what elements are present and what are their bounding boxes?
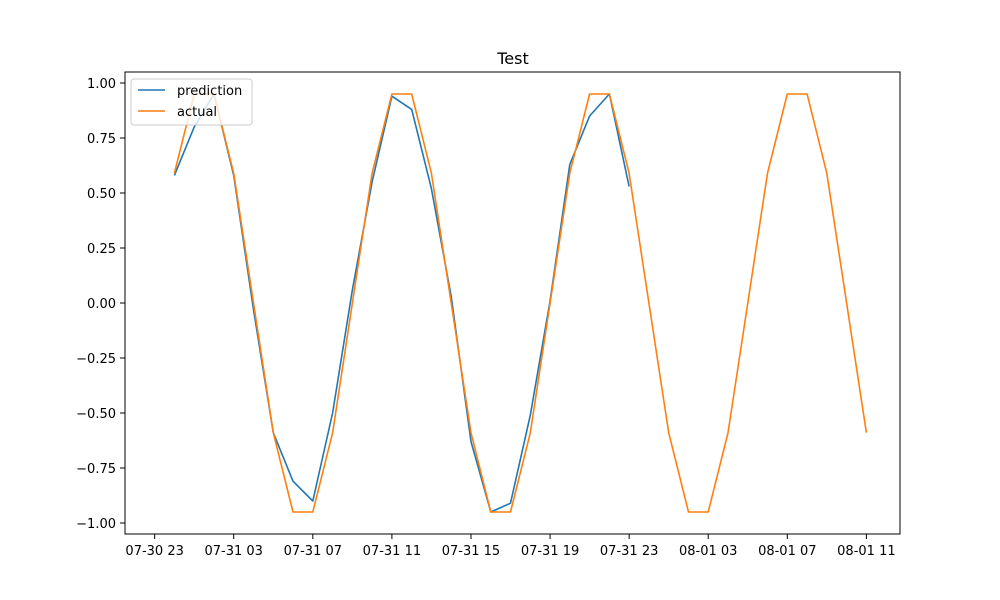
y-tick-label: −0.50 [76, 407, 116, 422]
x-tick-label: 07-31 03 [205, 544, 263, 559]
y-tick-label: 0.50 [87, 187, 116, 202]
series-line-actual [173, 93, 868, 513]
y-tick-label: −0.75 [76, 462, 116, 477]
y-tick-label: 0.75 [87, 132, 116, 147]
legend-label-prediction: prediction [177, 84, 242, 99]
x-tick-label: 07-31 19 [521, 544, 579, 559]
legend-label-actual: actual [177, 105, 217, 120]
chart-title: Test [496, 49, 529, 68]
y-tick-label: 0.00 [87, 297, 116, 312]
x-tick-label: 07-31 07 [284, 544, 342, 559]
x-tick-label: 07-31 23 [600, 544, 658, 559]
x-tick-label: 08-01 07 [758, 544, 816, 559]
x-tick-label: 08-01 03 [679, 544, 737, 559]
x-tick-label: 07-31 11 [363, 544, 421, 559]
y-tick-label: −1.00 [76, 517, 116, 532]
y-axis: 1.00 0.75 0.50 0.25 0.00 −0.25 −0.50 −0.75 −1.00 [76, 77, 125, 532]
y-tick-label: 0.25 [87, 242, 116, 257]
legend: prediction actual [130, 78, 253, 126]
x-axis: 07-30 23 07-31 03 07-31 07 07-31 11 07-31 15… [125, 534, 896, 559]
y-tick-label: −0.25 [76, 352, 116, 367]
y-tick-label: 1.00 [87, 77, 116, 92]
series-layer [173, 93, 868, 513]
x-tick-label: 08-01 11 [837, 544, 895, 559]
x-tick-label: 07-31 15 [442, 544, 500, 559]
x-tick-label: 07-30 23 [125, 544, 183, 559]
